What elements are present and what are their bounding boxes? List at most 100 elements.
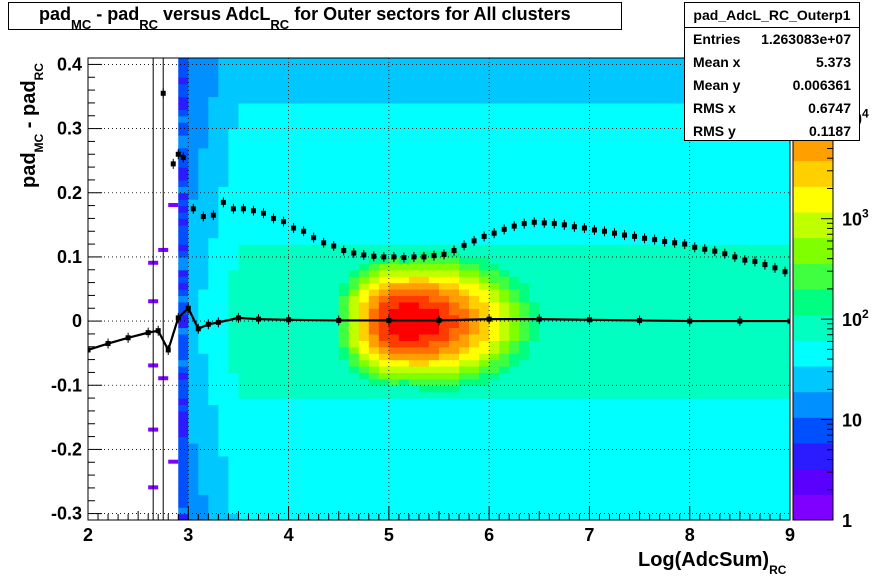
heatmap-cell (299, 174, 310, 181)
heatmap-cell (599, 430, 610, 437)
heatmap-cell (228, 488, 239, 495)
heatmap-cell (248, 494, 259, 501)
heatmap-cell (670, 84, 681, 91)
heatmap-cell (449, 494, 460, 501)
heatmap-cell (670, 289, 681, 296)
heatmap-cell (579, 276, 590, 283)
heatmap-cell (630, 417, 641, 424)
heatmap-cell (419, 90, 430, 97)
heatmap-cell (429, 392, 440, 399)
heatmap-cell (539, 430, 550, 437)
heatmap-cell (660, 135, 671, 142)
heatmap-cell (238, 161, 249, 168)
heatmap-cell (489, 295, 500, 302)
heatmap-cell (198, 488, 209, 495)
heatmap-cell (238, 437, 249, 444)
heatmap-cell (339, 289, 350, 296)
heatmap-cell (549, 379, 560, 386)
heatmap-cell (379, 501, 390, 508)
heatmap-cell (289, 257, 300, 264)
heatmap-cell (750, 385, 761, 392)
heatmap-cell (690, 385, 701, 392)
heatmap-cell (770, 251, 781, 258)
heatmap-cell (700, 218, 711, 225)
heatmap-cell (269, 340, 280, 347)
heatmap-cell (339, 353, 350, 360)
heatmap-cell (178, 58, 189, 65)
heatmap-cell (389, 174, 400, 181)
heatmap-cell (218, 308, 229, 315)
heatmap-cell (660, 283, 671, 290)
heatmap-cell (198, 186, 209, 193)
heatmap-cell (509, 469, 520, 476)
heatmap-cell (319, 417, 330, 424)
heatmap-cell (279, 488, 290, 495)
heatmap-cell (248, 283, 259, 290)
heatmap-cell (479, 218, 490, 225)
heatmap-cell (479, 289, 490, 296)
heatmap-cell (569, 116, 580, 123)
heatmap-cell (218, 180, 229, 187)
heatmap-cell (549, 231, 560, 238)
heatmap-cell (529, 302, 540, 309)
heatmap-cell (198, 109, 209, 116)
heatmap-cell (319, 77, 330, 84)
heatmap-cell (549, 199, 560, 206)
heatmap-cell (349, 135, 360, 142)
heatmap-cell (349, 231, 360, 238)
heatmap-cell (379, 353, 390, 360)
heatmap-cell (670, 122, 681, 129)
heatmap-cell (188, 366, 199, 373)
heatmap-cell (620, 103, 631, 110)
heatmap-cell (429, 71, 440, 78)
heatmap-cell (559, 482, 570, 489)
heatmap-cell (299, 212, 310, 219)
heatmap-cell (439, 501, 450, 508)
heatmap-cell (309, 84, 320, 91)
heatmap-cell (529, 116, 540, 123)
heatmap-cell (720, 430, 731, 437)
heatmap-cell (299, 385, 310, 392)
heatmap-cell (419, 84, 430, 91)
heatmap-cell (349, 109, 360, 116)
heatmap-cell (228, 462, 239, 469)
heatmap-cell (499, 308, 510, 315)
heatmap-cell (670, 71, 681, 78)
heatmap-cell (389, 405, 400, 412)
heatmap-cell (640, 488, 651, 495)
heatmap-cell (198, 122, 209, 129)
heatmap-cell (439, 231, 450, 238)
heatmap-cell (178, 392, 189, 399)
heatmap-cell (369, 154, 380, 161)
heatmap-cell (289, 251, 300, 258)
heatmap-cell (529, 469, 540, 476)
heatmap-cell (660, 385, 671, 392)
heatmap-cell (399, 372, 410, 379)
heatmap-cell (409, 360, 420, 367)
heatmap-cell (269, 295, 280, 302)
heatmap-cell (258, 334, 269, 341)
heatmap-cell (319, 283, 330, 290)
heatmap-cell (670, 270, 681, 277)
heatmap-cell (780, 494, 791, 501)
heatmap-cell (399, 231, 410, 238)
heatmap-cell (238, 71, 249, 78)
heatmap-cell (529, 244, 540, 251)
heatmap-cell (419, 180, 430, 187)
x-tick-label: 7 (584, 525, 594, 545)
heatmap-cell (700, 366, 711, 373)
heatmap-cell (279, 109, 290, 116)
heatmap-cell (690, 199, 701, 206)
heatmap-cell (770, 283, 781, 290)
heatmap-cell (188, 494, 199, 501)
heatmap-cell (379, 340, 390, 347)
heatmap-cell (269, 186, 280, 193)
y-tick-label: -0.3 (51, 504, 82, 524)
heatmap-cell (599, 77, 610, 84)
heatmap-cell (399, 116, 410, 123)
heatmap-cell (469, 141, 480, 148)
heatmap-cell (780, 379, 791, 386)
heatmap-cell (640, 167, 651, 174)
heatmap-cell (349, 475, 360, 482)
heatmap-cell (489, 141, 500, 148)
